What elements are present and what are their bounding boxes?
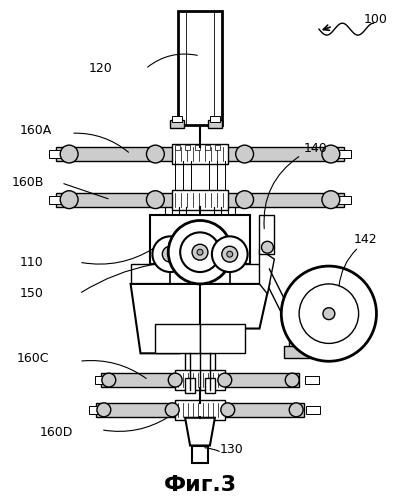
Bar — [96, 403, 180, 417]
Text: 130: 130 — [220, 443, 244, 456]
Bar — [170, 120, 184, 128]
Bar — [175, 400, 225, 420]
Bar — [150, 215, 250, 264]
Text: 150: 150 — [20, 287, 44, 300]
Text: 160B: 160B — [12, 176, 44, 189]
Bar — [185, 378, 195, 393]
Text: 100: 100 — [364, 13, 388, 26]
Circle shape — [289, 403, 303, 417]
Bar — [208, 120, 222, 128]
Bar — [205, 378, 215, 393]
Circle shape — [322, 191, 340, 209]
Circle shape — [146, 191, 164, 209]
Bar — [185, 145, 190, 150]
Circle shape — [152, 237, 188, 272]
Polygon shape — [185, 418, 215, 446]
Bar — [335, 150, 351, 158]
Circle shape — [218, 373, 232, 387]
Bar — [155, 323, 200, 353]
Polygon shape — [260, 249, 274, 294]
Circle shape — [168, 221, 232, 284]
Bar — [220, 373, 299, 387]
Bar — [225, 193, 344, 207]
Circle shape — [236, 191, 254, 209]
Bar — [101, 373, 180, 387]
Bar — [205, 145, 210, 150]
Circle shape — [167, 251, 173, 257]
Text: 142: 142 — [354, 233, 377, 246]
Circle shape — [197, 249, 203, 255]
Bar — [89, 406, 103, 414]
Circle shape — [222, 247, 238, 262]
Bar — [289, 289, 309, 348]
Text: 160C: 160C — [16, 352, 49, 365]
Bar — [195, 145, 200, 150]
Bar — [172, 116, 182, 122]
Circle shape — [97, 403, 111, 417]
Circle shape — [323, 308, 335, 320]
Bar — [306, 406, 320, 414]
Bar — [56, 147, 175, 161]
Circle shape — [168, 373, 182, 387]
Bar — [260, 215, 274, 254]
Bar — [284, 346, 314, 358]
Circle shape — [146, 145, 164, 163]
Bar — [95, 376, 109, 384]
Polygon shape — [131, 284, 269, 353]
Text: 160D: 160D — [39, 426, 73, 439]
Circle shape — [180, 233, 220, 272]
Bar — [200, 323, 245, 353]
Text: 120: 120 — [89, 62, 113, 75]
Text: 160A: 160A — [20, 124, 52, 137]
Circle shape — [227, 251, 233, 257]
Circle shape — [60, 191, 78, 209]
Circle shape — [221, 403, 235, 417]
Text: 110: 110 — [20, 255, 43, 268]
Bar — [49, 196, 65, 204]
Circle shape — [262, 242, 273, 253]
Bar — [210, 116, 220, 122]
Circle shape — [299, 284, 359, 343]
Bar — [131, 264, 269, 284]
Text: Фиг.3: Фиг.3 — [164, 475, 236, 495]
Bar — [335, 196, 351, 204]
Bar — [172, 190, 228, 210]
Text: 140: 140 — [304, 142, 328, 155]
Bar — [185, 353, 215, 378]
Bar — [305, 376, 319, 384]
Circle shape — [322, 145, 340, 163]
Bar — [178, 11, 222, 125]
Bar — [192, 446, 208, 464]
Bar — [172, 144, 228, 164]
Circle shape — [162, 247, 178, 262]
Circle shape — [60, 145, 78, 163]
Bar — [220, 403, 304, 417]
Bar — [225, 147, 344, 161]
Bar — [49, 150, 65, 158]
Bar — [215, 145, 220, 150]
Bar — [175, 145, 180, 150]
Circle shape — [102, 373, 116, 387]
Circle shape — [192, 245, 208, 260]
Circle shape — [281, 266, 376, 361]
Circle shape — [236, 145, 254, 163]
Circle shape — [212, 237, 248, 272]
Bar — [56, 193, 175, 207]
Circle shape — [165, 403, 179, 417]
Circle shape — [285, 373, 299, 387]
Bar — [175, 370, 225, 390]
